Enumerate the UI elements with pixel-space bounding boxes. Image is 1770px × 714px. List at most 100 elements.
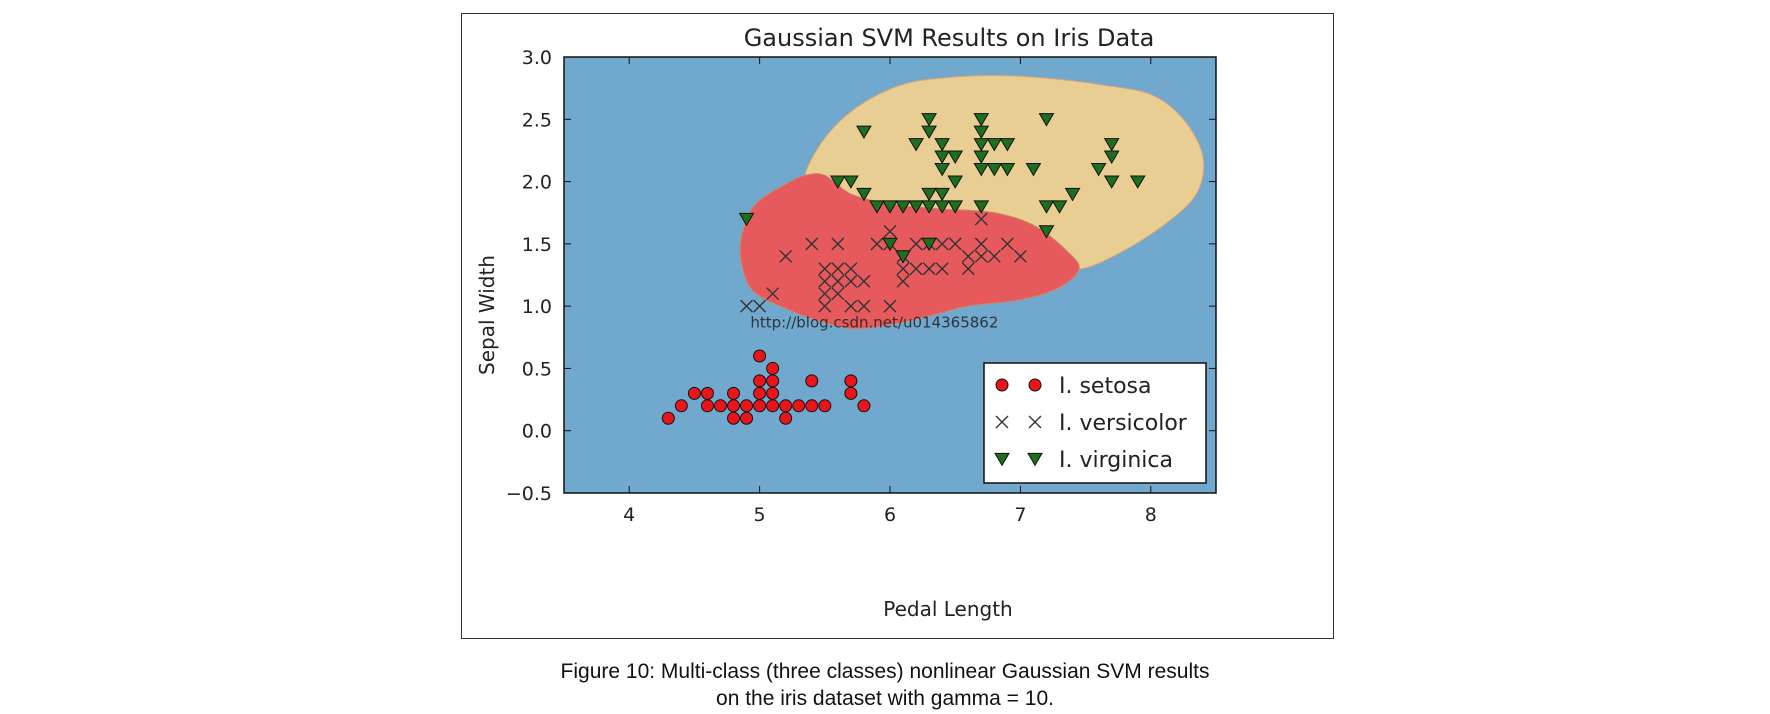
figure-caption-line-1: Figure 10: Multi-class (three classes) n… [560, 660, 1210, 683]
x-tick-label: 8 [1145, 504, 1157, 526]
i-virginica-point [947, 150, 964, 164]
i-versicolor-point [818, 262, 832, 276]
i-versicolor-point [753, 299, 767, 313]
i-setosa-point [766, 386, 780, 400]
i-virginica-point [856, 187, 872, 202]
i-setosa-point [766, 374, 780, 388]
i-virginica-point [908, 138, 924, 152]
i-virginica-point [895, 200, 911, 214]
i-virginica-point [882, 237, 898, 252]
i-virginica-point [1038, 113, 1055, 127]
i-setosa-point [700, 399, 714, 413]
i-virginica-point [843, 175, 859, 189]
i-setosa-point [740, 411, 754, 425]
i-setosa-point [700, 386, 714, 400]
i-virginica-point [1064, 187, 1081, 202]
i-virginica-point [986, 138, 1003, 152]
legend-label: I. versicolor [1059, 411, 1188, 436]
legend-marker [1028, 415, 1042, 429]
i-versicolor-point [818, 299, 832, 313]
i-virginica-point [1103, 138, 1120, 152]
i-virginica-point [869, 200, 885, 214]
y-axis-label: Sepal Width [475, 255, 499, 375]
i-setosa-point [687, 386, 701, 400]
y-tick-label: 2.0 [522, 172, 552, 194]
chart-title: Gaussian SVM Results on Iris Data [744, 24, 1155, 52]
i-setosa-point [740, 399, 754, 413]
i-versicolor-point [844, 262, 858, 276]
i-versicolor-point [766, 287, 780, 301]
i-virginica-point [921, 113, 937, 127]
legend-box [983, 362, 1207, 484]
i-virginica-point [934, 187, 951, 202]
i-versicolor-point [857, 299, 871, 313]
watermark-text: http://blog.csdn.net/u014365862 [750, 313, 998, 331]
i-virginica-point [1129, 175, 1146, 189]
i-setosa-point [753, 386, 767, 400]
i-virginica-point [908, 200, 924, 214]
i-virginica-point [895, 250, 911, 264]
i-versicolor-point [831, 262, 845, 276]
y-tick-label: 0.5 [522, 358, 552, 380]
y-tick-label: −0.5 [506, 483, 552, 505]
i-versicolor-point [857, 274, 871, 288]
i-setosa-point [753, 399, 767, 413]
i-versicolor-point [1000, 237, 1014, 251]
i-versicolor-point [974, 249, 988, 263]
i-versicolor-point [844, 299, 858, 313]
x-tick-label: 6 [884, 504, 896, 526]
x-tick-label: 4 [623, 504, 635, 526]
x-tick-label: 7 [1014, 504, 1026, 526]
i-versicolor-point [987, 249, 1001, 263]
legend-marker [995, 378, 1009, 392]
i-setosa-point [779, 411, 793, 425]
i-setosa-point [661, 411, 675, 425]
i-setosa-point [792, 399, 806, 413]
legend-label: I. setosa [1059, 374, 1152, 399]
i-versicolor-point [805, 237, 819, 251]
i-virginica-point [921, 187, 937, 202]
i-setosa-point [844, 374, 858, 388]
y-tick-label: 0.0 [522, 421, 552, 443]
i-setosa-point [805, 399, 819, 413]
i-virginica-point [882, 200, 898, 214]
i-setosa-point [766, 361, 780, 375]
legend-marker [1028, 378, 1042, 392]
i-setosa-point [727, 386, 741, 400]
i-versicolor-point [909, 262, 923, 276]
x-tick-label: 5 [754, 504, 766, 526]
i-versicolor-point [961, 262, 975, 276]
i-virginica-point [986, 163, 1003, 177]
i-virginica-point [1090, 163, 1107, 177]
i-virginica-point [1025, 163, 1042, 177]
i-setosa-point [727, 411, 741, 425]
i-virginica-point [947, 175, 964, 189]
legend-marker [995, 415, 1009, 429]
i-versicolor-point [818, 274, 832, 288]
i-versicolor-point [974, 237, 988, 251]
i-versicolor-point [779, 249, 793, 263]
i-versicolor-point [831, 287, 845, 301]
i-setosa-point [805, 374, 819, 388]
i-virginica-point [999, 163, 1016, 177]
i-versicolor-point [974, 212, 988, 226]
i-versicolor-point [844, 274, 858, 288]
i-versicolor-point [818, 287, 832, 301]
i-setosa-point [779, 399, 793, 413]
chart-svg: Gaussian SVM Results on Iris Data http:/… [475, 24, 1217, 621]
i-setosa-point [844, 386, 858, 400]
i-versicolor-point [896, 262, 910, 276]
x-axis-label: Pedal Length [883, 597, 1013, 621]
i-virginica-point [934, 138, 951, 152]
i-versicolor-point [961, 249, 975, 263]
i-versicolor-point [935, 237, 949, 251]
i-setosa-point [727, 399, 741, 413]
i-versicolor-point [883, 224, 897, 238]
i-virginica-point [1103, 175, 1120, 189]
i-setosa-point [857, 399, 871, 413]
i-setosa-point [766, 399, 780, 413]
y-tick-label: 3.0 [522, 47, 552, 69]
figure-caption-line-2: on the iris dataset with gamma = 10. [716, 687, 1054, 710]
i-setosa-point [713, 399, 727, 413]
i-virginica-point [947, 200, 964, 214]
